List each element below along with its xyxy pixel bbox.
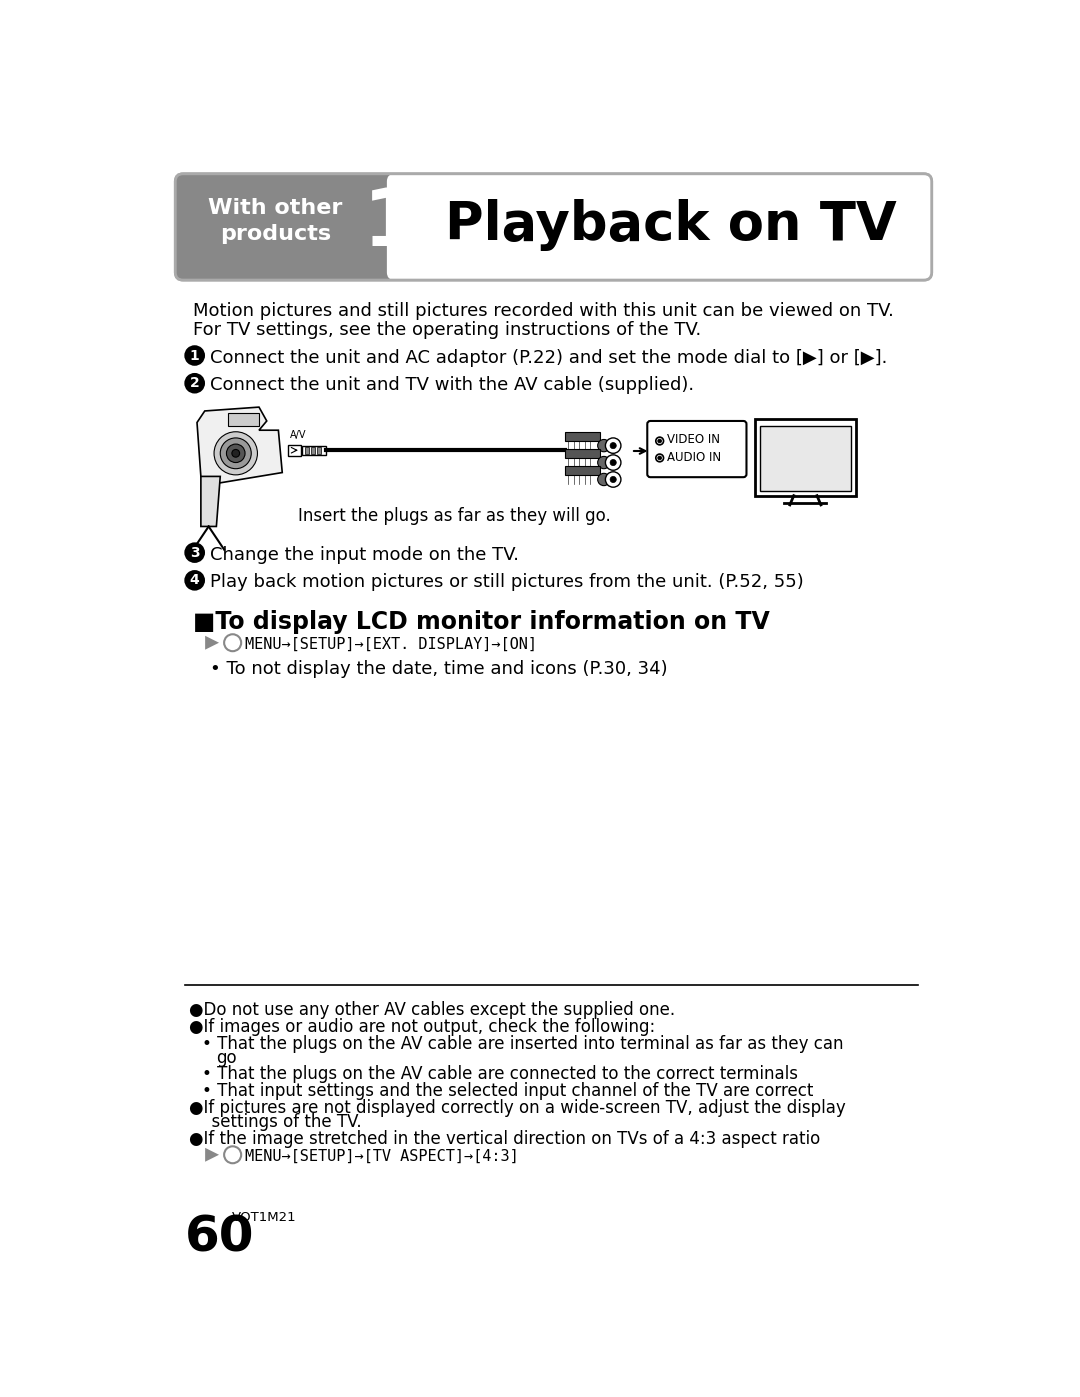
Text: ●Do not use any other AV cables except the supplied one.: ●Do not use any other AV cables except t… xyxy=(189,1000,675,1018)
Polygon shape xyxy=(197,407,282,485)
Text: • That the plugs on the AV cable are inserted into terminal as far as they can: • That the plugs on the AV cable are ins… xyxy=(202,1035,843,1053)
Text: AUDIO IN: AUDIO IN xyxy=(667,451,721,464)
Text: • That input settings and the selected input channel of the TV are correct: • That input settings and the selected i… xyxy=(202,1083,814,1101)
Circle shape xyxy=(232,450,240,457)
Circle shape xyxy=(658,439,662,443)
Circle shape xyxy=(186,543,204,562)
Bar xyxy=(565,465,600,475)
Circle shape xyxy=(186,374,204,393)
Text: MENU→[SETUP]→[TV ASPECT]→[4:3]: MENU→[SETUP]→[TV ASPECT]→[4:3] xyxy=(245,1148,518,1164)
Text: products: products xyxy=(219,224,330,244)
Circle shape xyxy=(597,457,610,469)
Text: • To not display the date, time and icons (P.30, 34): • To not display the date, time and icon… xyxy=(211,659,667,678)
Text: 2: 2 xyxy=(190,376,200,390)
Circle shape xyxy=(656,454,663,462)
Text: ■To display LCD monitor information on TV: ■To display LCD monitor information on T… xyxy=(193,610,770,634)
FancyBboxPatch shape xyxy=(175,173,932,279)
FancyBboxPatch shape xyxy=(387,173,932,279)
Circle shape xyxy=(186,571,204,590)
Text: VQT1M21: VQT1M21 xyxy=(232,1210,297,1224)
Circle shape xyxy=(658,455,662,460)
Circle shape xyxy=(610,443,617,448)
Circle shape xyxy=(597,474,610,486)
Text: 3: 3 xyxy=(190,546,200,560)
Circle shape xyxy=(610,476,617,482)
Circle shape xyxy=(227,444,245,462)
Circle shape xyxy=(597,440,610,451)
Text: • That the plugs on the AV cable are connected to the correct terminals: • That the plugs on the AV cable are con… xyxy=(202,1066,798,1084)
Circle shape xyxy=(656,437,663,444)
Circle shape xyxy=(186,346,204,365)
Bar xyxy=(759,426,851,490)
Bar xyxy=(228,412,259,426)
Circle shape xyxy=(606,472,621,488)
Text: Insert the plugs as far as they will go.: Insert the plugs as far as they will go. xyxy=(298,507,610,525)
Circle shape xyxy=(220,437,252,469)
Circle shape xyxy=(214,432,257,475)
Bar xyxy=(288,444,301,455)
Text: go: go xyxy=(216,1049,237,1066)
Polygon shape xyxy=(201,476,220,527)
Bar xyxy=(565,448,600,458)
Bar xyxy=(755,419,855,496)
Bar xyxy=(183,182,399,272)
Text: 60: 60 xyxy=(186,1214,255,1261)
Text: MENU→[SETUP]→[EXT. DISPLAY]→[ON]: MENU→[SETUP]→[EXT. DISPLAY]→[ON] xyxy=(245,637,537,651)
Bar xyxy=(399,182,924,272)
Text: A/V: A/V xyxy=(291,430,307,440)
Text: With other: With other xyxy=(208,198,342,218)
Bar xyxy=(387,182,403,272)
Text: ●If the image stretched in the vertical direction on TVs of a 4:3 aspect ratio: ●If the image stretched in the vertical … xyxy=(189,1130,821,1148)
Text: 1: 1 xyxy=(363,184,419,263)
Text: For TV settings, see the operating instructions of the TV.: For TV settings, see the operating instr… xyxy=(193,321,701,339)
Text: VIDEO IN: VIDEO IN xyxy=(667,433,720,446)
Text: Playback on TV: Playback on TV xyxy=(445,200,896,251)
Text: 1: 1 xyxy=(190,348,200,362)
Circle shape xyxy=(606,437,621,453)
Bar xyxy=(305,447,309,454)
Text: Play back motion pictures or still pictures from the unit. (P.52, 55): Play back motion pictures or still pictu… xyxy=(211,573,804,591)
Text: settings of the TV.: settings of the TV. xyxy=(201,1113,362,1132)
Bar xyxy=(565,432,600,441)
FancyBboxPatch shape xyxy=(647,420,746,478)
Text: Motion pictures and still pictures recorded with this unit can be viewed on TV.: Motion pictures and still pictures recor… xyxy=(193,302,894,320)
Text: Connect the unit and TV with the AV cable (supplied).: Connect the unit and TV with the AV cabl… xyxy=(211,376,694,394)
Circle shape xyxy=(606,455,621,471)
FancyBboxPatch shape xyxy=(175,173,406,279)
Bar xyxy=(318,447,321,454)
Circle shape xyxy=(610,460,617,465)
Text: 4: 4 xyxy=(190,573,200,587)
Text: Connect the unit and AC adaptor (P.22) and set the mode dial to [▶] or [▶].: Connect the unit and AC adaptor (P.22) a… xyxy=(211,349,888,366)
Bar xyxy=(302,446,326,455)
Text: Change the input mode on the TV.: Change the input mode on the TV. xyxy=(211,546,519,564)
Bar xyxy=(311,447,314,454)
Text: ●If images or audio are not output, check the following:: ●If images or audio are not output, chec… xyxy=(189,1018,656,1035)
Text: ●If pictures are not displayed correctly on a wide-screen TV, adjust the display: ●If pictures are not displayed correctly… xyxy=(189,1099,846,1118)
